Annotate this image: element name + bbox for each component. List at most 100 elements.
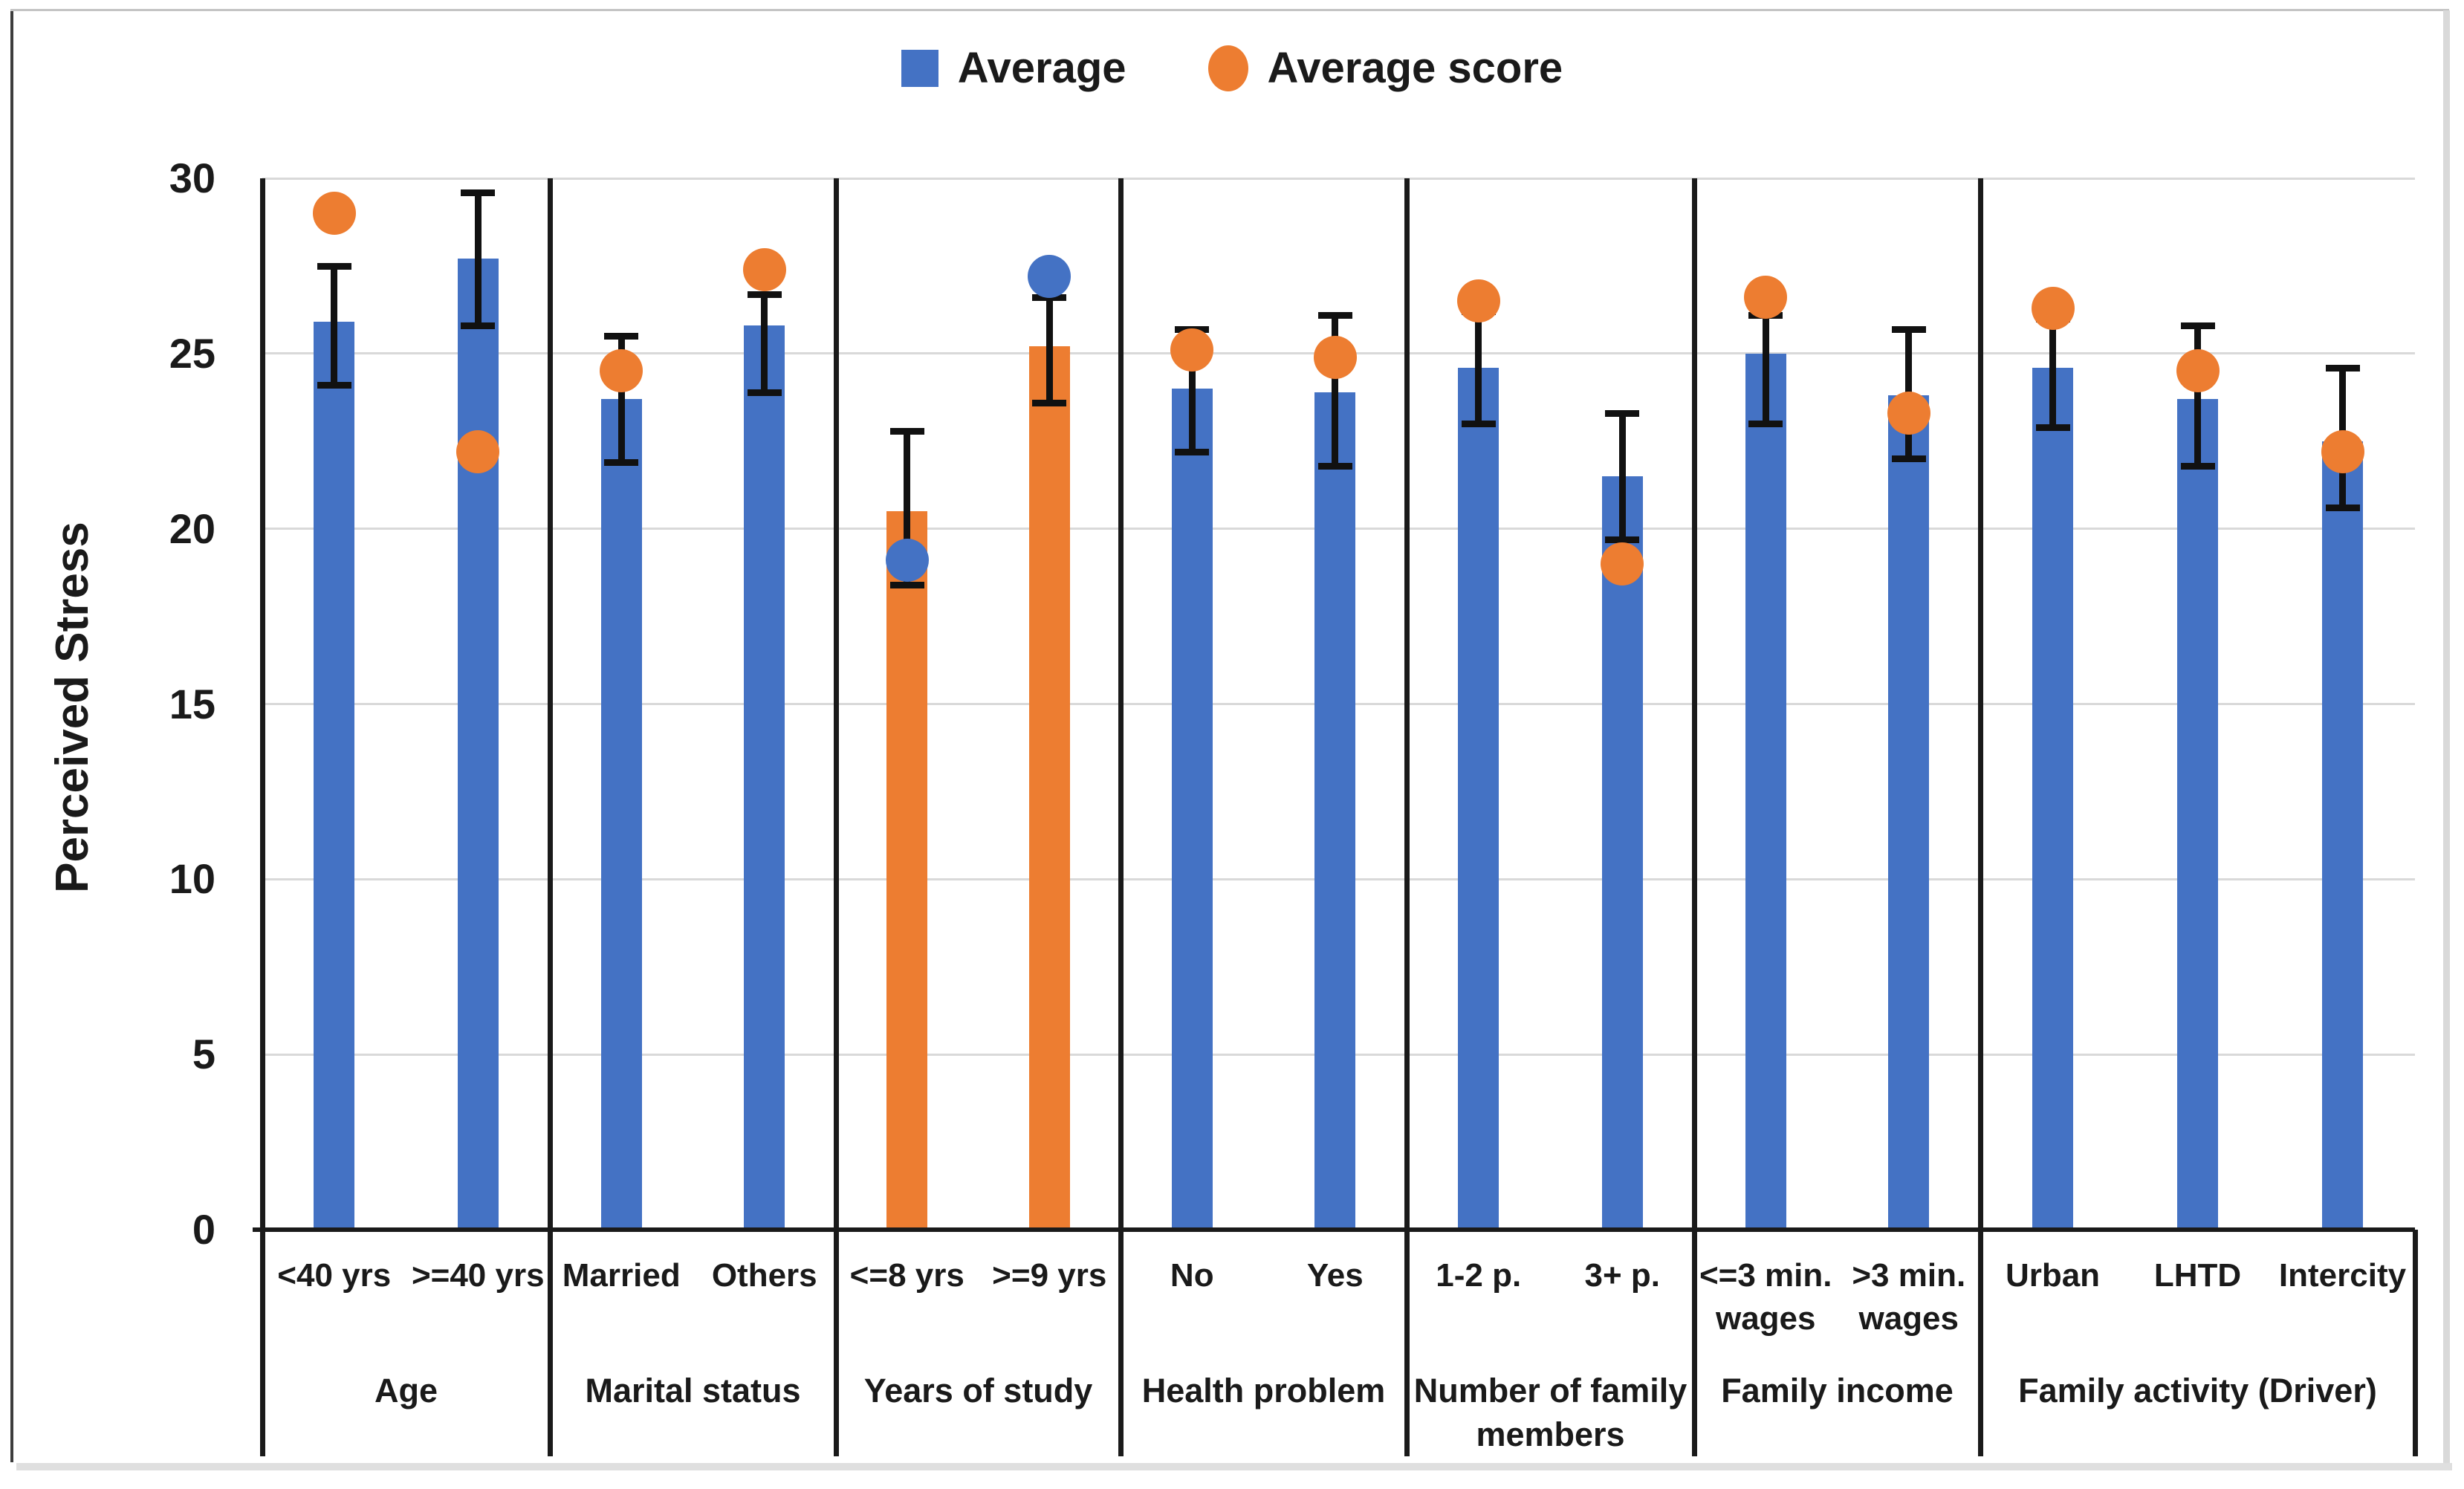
bar-family-income-3-min-wages <box>1745 353 1786 1230</box>
avg-score-dot-family-activity-driver-urban <box>2031 286 2075 330</box>
group-separator-2 <box>833 178 839 1456</box>
figure-shadow-bottom <box>16 1463 2452 1470</box>
error-bar-bottom-cap-marital-status-others <box>747 389 782 396</box>
error-bar-bottom-cap-marital-status-married <box>604 459 639 467</box>
category-label-health-problem-no: No <box>1170 1257 1214 1294</box>
error-bar-bottom-cap-number-of-family-members-1-2-p <box>1461 421 1496 428</box>
category-label-number-of-family-members-1-2-p: 1-2 p. <box>1436 1257 1522 1294</box>
error-bar-bottom-cap-health-problem-no <box>1175 448 1210 455</box>
error-bar-age-40-yrs <box>474 192 482 326</box>
error-bar-marital-status-others <box>761 293 768 392</box>
bar-number-of-family-members-3-p <box>1601 476 1643 1230</box>
error-bar-family-income-3-min-wages <box>1762 314 1769 424</box>
chart-legend: Average Average score <box>0 43 2464 93</box>
avg-score-dot-family-income-3-min-wages <box>1744 276 1788 319</box>
bar-years-of-study-8-yrs <box>886 511 928 1230</box>
error-bar-bottom-cap-number-of-family-members-3-p <box>1605 536 1640 543</box>
error-bar-bottom-cap-family-activity-driver-intercity <box>2325 505 2360 512</box>
error-bar-top-cap-family-activity-driver-intercity <box>2325 364 2360 372</box>
category-label-family-activity-driver-urban: Urban <box>2005 1257 2101 1294</box>
group-label-family-income: Family income <box>1721 1372 1954 1409</box>
y-tick-label-30: 30 <box>169 155 215 201</box>
bar-family-activity-driver-intercity <box>2322 441 2363 1230</box>
group-separator-5 <box>1691 178 1697 1456</box>
group-separator-6 <box>1977 178 1983 1456</box>
bar-family-income-3-min-wages <box>1888 395 1930 1230</box>
error-bar-bottom-cap-years-of-study-8-yrs <box>889 582 924 589</box>
avg-score-dot-age-40-yrs <box>312 192 356 236</box>
error-bar-top-cap-family-income-3-min-wages <box>1891 325 1926 333</box>
error-bar-top-cap-family-activity-driver-lhtd <box>2180 322 2215 330</box>
group-label-family-activity-driver: Family activity (Driver) <box>2018 1372 2377 1409</box>
avg-score-dot-years-of-study-8-yrs <box>885 539 929 583</box>
error-bar-bottom-cap-health-problem-yes <box>1317 462 1352 470</box>
bar-age-40-yrs <box>314 322 355 1230</box>
label-table-right-border <box>2412 1230 2418 1456</box>
error-bar-bottom-cap-family-activity-driver-urban <box>2035 424 2070 431</box>
category-label-family-activity-driver-intercity: Intercity <box>2278 1257 2407 1294</box>
x-axis-line <box>253 1227 2415 1232</box>
category-label-years-of-study-9-yrs: >=9 yrs <box>992 1257 1107 1294</box>
error-bar-years-of-study-9-yrs <box>1045 297 1053 403</box>
error-bar-number-of-family-members-1-2-p <box>1475 311 1482 424</box>
bar-years-of-study-9-yrs <box>1028 346 1070 1230</box>
legend-label-average-score: Average score <box>1267 44 1563 92</box>
category-label-age-40-yrs: >=40 yrs <box>411 1257 545 1294</box>
error-bar-top-cap-years-of-study-8-yrs <box>889 427 924 435</box>
group-separator-3 <box>1118 178 1124 1456</box>
bar-marital-status-others <box>744 325 785 1230</box>
y-tick-label-20: 20 <box>169 505 215 552</box>
y-tick-label-10: 10 <box>169 855 215 903</box>
legend-circle-marker-icon <box>1207 45 1248 91</box>
error-bar-top-cap-marital-status-married <box>604 333 639 340</box>
avg-score-dot-health-problem-no <box>1170 328 1214 372</box>
error-bar-number-of-family-members-3-p <box>1618 413 1626 539</box>
y-tick-label-15: 15 <box>169 680 215 727</box>
category-label-marital-status-married: Married <box>562 1257 681 1294</box>
error-bar-bottom-cap-family-income-3-min-wages <box>1748 421 1783 428</box>
error-bar-family-activity-driver-lhtd <box>2194 325 2201 466</box>
group-separator-4 <box>1404 178 1410 1456</box>
avg-score-dot-years-of-study-9-yrs <box>1028 255 1071 299</box>
group-separator-1 <box>547 178 553 1456</box>
bar-family-activity-driver-lhtd <box>2177 399 2218 1230</box>
bar-age-40-yrs <box>457 259 499 1230</box>
category-label-marital-status-others: Others <box>711 1257 817 1294</box>
legend-item-average-score: Average score <box>1207 43 1563 93</box>
error-bar-bottom-cap-years-of-study-9-yrs <box>1032 399 1067 406</box>
avg-score-dot-age-40-yrs <box>456 429 500 473</box>
bar-health-problem-no <box>1171 389 1213 1230</box>
error-bar-bottom-cap-age-40-yrs <box>317 382 351 389</box>
avg-score-dot-health-problem-yes <box>1313 335 1357 379</box>
error-bar-bottom-cap-family-income-3-min-wages <box>1891 455 1926 463</box>
y-tick-label-0: 0 <box>192 1206 215 1253</box>
category-label-age-40-yrs: <40 yrs <box>277 1257 392 1294</box>
figure-border-left <box>10 9 13 1462</box>
category-label-family-income-3-min-wages: >3 min. wages <box>1852 1257 1966 1337</box>
category-label-years-of-study-8-yrs: <=8 yrs <box>849 1257 964 1294</box>
error-bar-top-cap-age-40-yrs <box>461 189 496 196</box>
figure-border-top <box>10 9 2449 11</box>
gridline-30 <box>262 177 2415 180</box>
bar-number-of-family-members-1-2-p <box>1458 367 1500 1230</box>
error-bar-years-of-study-8-yrs <box>904 430 911 585</box>
group-label-age: Age <box>374 1372 438 1409</box>
category-label-health-problem-yes: Yes <box>1306 1257 1364 1294</box>
error-bar-health-problem-yes <box>1332 314 1339 466</box>
y-tick-label-25: 25 <box>169 329 215 377</box>
category-label-family-income-3-min-wages: <=3 min. wages <box>1699 1257 1832 1337</box>
figure-shadow-right <box>2443 10 2450 1470</box>
y-axis-line <box>259 178 265 1456</box>
error-bar-health-problem-no <box>1188 328 1196 452</box>
bar-family-activity-driver-urban <box>2032 367 2073 1230</box>
error-bar-top-cap-marital-status-others <box>747 291 782 298</box>
group-label-years-of-study: Years of study <box>863 1372 1093 1409</box>
error-bar-age-40-yrs <box>331 265 338 386</box>
avg-score-dot-number-of-family-members-1-2-p <box>1456 279 1500 323</box>
category-label-number-of-family-members-3-p: 3+ p. <box>1584 1257 1661 1294</box>
y-axis-title: Perceived Stress <box>47 522 98 893</box>
category-label-family-activity-driver-lhtd: LHTD <box>2153 1257 2242 1294</box>
error-bar-top-cap-health-problem-yes <box>1317 311 1352 319</box>
avg-score-dot-number-of-family-members-3-p <box>1601 542 1644 585</box>
